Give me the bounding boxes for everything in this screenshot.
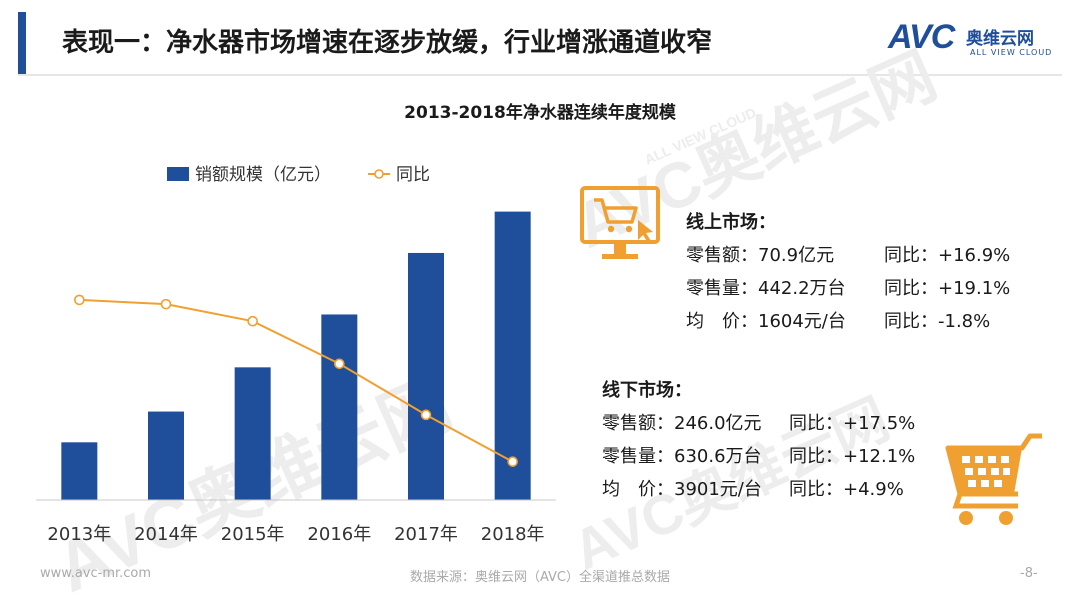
legend-bar-swatch: [167, 167, 189, 181]
bar: [494, 211, 531, 500]
x-tick-label: 2016年: [307, 524, 371, 545]
yoy-point: [160, 298, 172, 310]
online-row-yoy: 同比：-1.8%: [884, 311, 991, 332]
offline-row-yoy: 同比：+12.1%: [789, 446, 916, 467]
offline-row-value: 均 价：3901元/台: [602, 479, 762, 500]
online-row-yoy: 同比：+19.1%: [884, 278, 1011, 299]
yoy-line: [79, 298, 514, 463]
x-tick-label: 2013年: [47, 524, 111, 545]
offline-row-value: 零售额：246.0亿元: [602, 413, 762, 434]
offline-row: 零售额：246.0亿元 同比：+17.5%: [602, 413, 915, 435]
page-title: 表现一：净水器市场增速在逐步放缓，行业增涨通道收窄: [62, 28, 713, 58]
legend-line-marker: [374, 169, 384, 179]
offline-title: 线下市场：: [602, 380, 692, 401]
bar: [61, 442, 98, 500]
online-row-value: 零售额：70.9亿元: [686, 245, 835, 266]
avc-logo: AVC 奥维云网 ALL VIEW CLOUD: [888, 18, 1068, 68]
offline-market-section: 线下市场： 零售额：246.0亿元 同比：+17.5% 零售量：630.6万台 同比…: [602, 376, 915, 512]
online-row-value: 均 价：1604元/台: [686, 311, 846, 332]
yoy-point: [507, 456, 518, 467]
title-accent-bar: [18, 12, 26, 74]
logo-avc-text: AVC: [888, 18, 955, 56]
bar: [234, 367, 271, 500]
bar: [408, 252, 444, 500]
x-tick-label: 2015年: [221, 524, 285, 545]
chart-title: 2013-2018年净水器连续年度规模: [404, 103, 676, 123]
footer-website: www.avc-mr.com: [40, 566, 152, 581]
online-title: 线上市场：: [686, 212, 776, 233]
online-row-value: 零售量：442.2万台: [686, 278, 846, 299]
online-row: 均 价：1604元/台 同比：-1.8%: [686, 311, 1010, 333]
online-market-section: 线上市场： 零售额：70.9亿元 同比：+16.9% 零售量：442.2万台 同比：…: [686, 208, 1010, 344]
offline-row: 零售量：630.6万台 同比：+12.1%: [602, 446, 915, 468]
x-tick-label: 2014年: [134, 524, 198, 545]
footer-source: 数据来源：奥维云网（AVC）全渠道推总数据: [409, 570, 671, 585]
bar-line-chart: 销额规模（亿元） 同比 2013年 2014年 2015年 2016年 2017年 2018年: [36, 165, 556, 545]
x-tick-label: 2017年: [394, 524, 458, 545]
legend-bar-label: 销额规模（亿元）: [195, 165, 331, 185]
yoy-point: [74, 294, 85, 306]
yoy-point: [420, 409, 432, 421]
bar: [321, 314, 358, 500]
page-number: -8-: [1020, 566, 1038, 581]
logo-en-text: ALL VIEW CLOUD: [970, 48, 1053, 57]
shopping-cart-monitor-icon: [580, 186, 660, 259]
yoy-point: [334, 358, 345, 370]
legend-line-label: 同比: [396, 165, 430, 185]
offline-row-value: 零售量：630.6万台: [602, 446, 762, 467]
online-row: 零售额：70.9亿元 同比：+16.9%: [686, 245, 1010, 267]
shopping-cart-icon: [945, 433, 1042, 525]
logo-cn-text: 奥维云网: [966, 29, 1034, 49]
online-row-yoy: 同比：+16.9%: [884, 245, 1011, 266]
yoy-point: [247, 315, 258, 327]
header-divider: [18, 74, 1062, 76]
bar: [148, 411, 184, 500]
offline-row-yoy: 同比：+4.9%: [789, 479, 904, 500]
x-tick-label: 2018年: [481, 524, 545, 545]
online-row: 零售量：442.2万台 同比：+19.1%: [686, 278, 1010, 300]
offline-row: 均 价：3901元/台 同比：+4.9%: [602, 479, 915, 501]
offline-row-yoy: 同比：+17.5%: [789, 413, 916, 434]
